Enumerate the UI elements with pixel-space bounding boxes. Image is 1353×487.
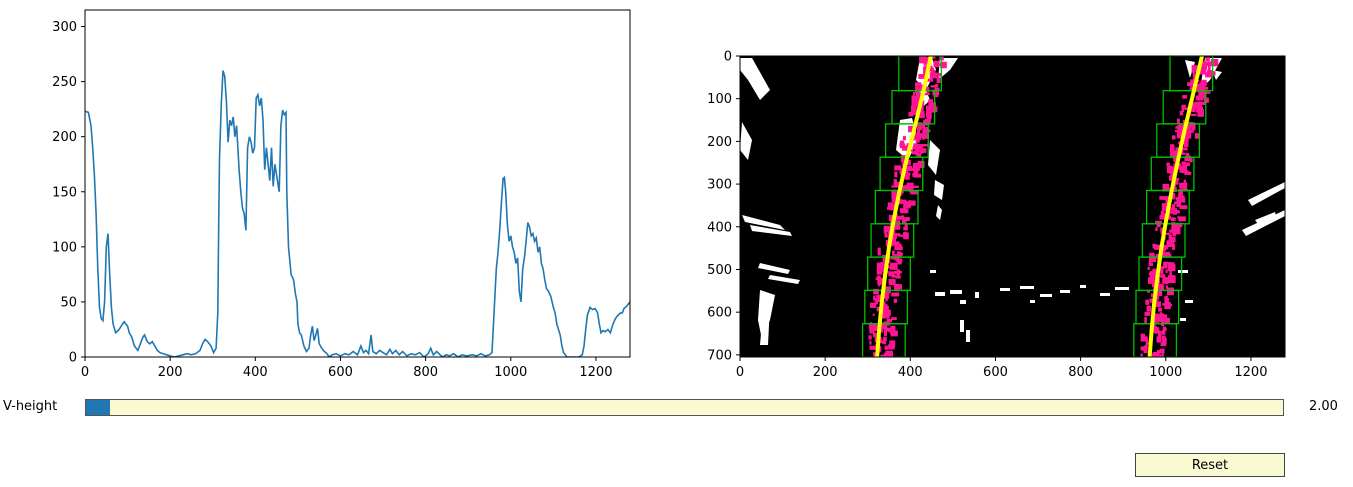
x-tick-label: 200 <box>813 365 838 380</box>
x-tick-label: 0 <box>736 365 744 380</box>
histogram-axes: 0 200 400 600 800 1000 1200 0 50 100 150 200 250 300 <box>52 9 631 380</box>
y-tick-label: 200 <box>52 130 77 145</box>
x-tick-label: 200 <box>158 365 183 380</box>
v-height-slider[interactable] <box>85 399 1284 416</box>
x-tick-label: 600 <box>328 365 353 380</box>
right-sliding-window <box>1169 56 1214 92</box>
y-tick-label: 700 <box>707 348 732 363</box>
y-tick-label: 250 <box>52 75 77 90</box>
y-tick-label: 50 <box>60 295 77 310</box>
x-tick-label: 400 <box>243 365 268 380</box>
slider-value: 2.00 <box>1309 399 1338 414</box>
x-tick-label: 400 <box>898 365 923 380</box>
left-lane-fit <box>875 56 933 357</box>
right-lane-fit <box>1147 56 1204 357</box>
x-tick-label: 1200 <box>1234 365 1267 380</box>
y-tick-label: 600 <box>707 306 732 321</box>
lane-image-background <box>740 56 1285 357</box>
y-tick-label: 500 <box>707 263 732 278</box>
slider-fill[interactable] <box>86 400 110 415</box>
y-tick-label: 0 <box>724 50 732 65</box>
x-tick-label: 1200 <box>579 365 612 380</box>
x-tick-label: 600 <box>983 365 1008 380</box>
y-tick-label: 100 <box>707 92 732 107</box>
x-tick-label: 800 <box>413 365 438 380</box>
left-sliding-window <box>898 56 943 92</box>
x-tick-label: 1000 <box>494 365 527 380</box>
lane-image-axes: 0 200 400 600 800 1000 1200 0 100 200 300 400 500 600… <box>707 50 1286 380</box>
y-tick-label: 100 <box>52 240 77 255</box>
histogram-frame <box>84 9 631 358</box>
histogram-plot-area <box>85 10 630 357</box>
x-tick-label: 800 <box>1068 365 1093 380</box>
x-tick-label: 0 <box>81 365 89 380</box>
y-tick-label: 150 <box>52 185 77 200</box>
reset-button[interactable]: Reset <box>1135 453 1285 477</box>
y-tick-label: 200 <box>707 135 732 150</box>
y-tick-label: 0 <box>69 351 77 366</box>
y-tick-label: 400 <box>707 220 732 235</box>
y-tick-label: 300 <box>52 20 77 35</box>
lane-image-frame <box>739 55 1286 358</box>
x-tick-label: 1000 <box>1149 365 1182 380</box>
y-tick-label: 300 <box>707 178 732 193</box>
slider-label: V-height <box>3 399 58 414</box>
